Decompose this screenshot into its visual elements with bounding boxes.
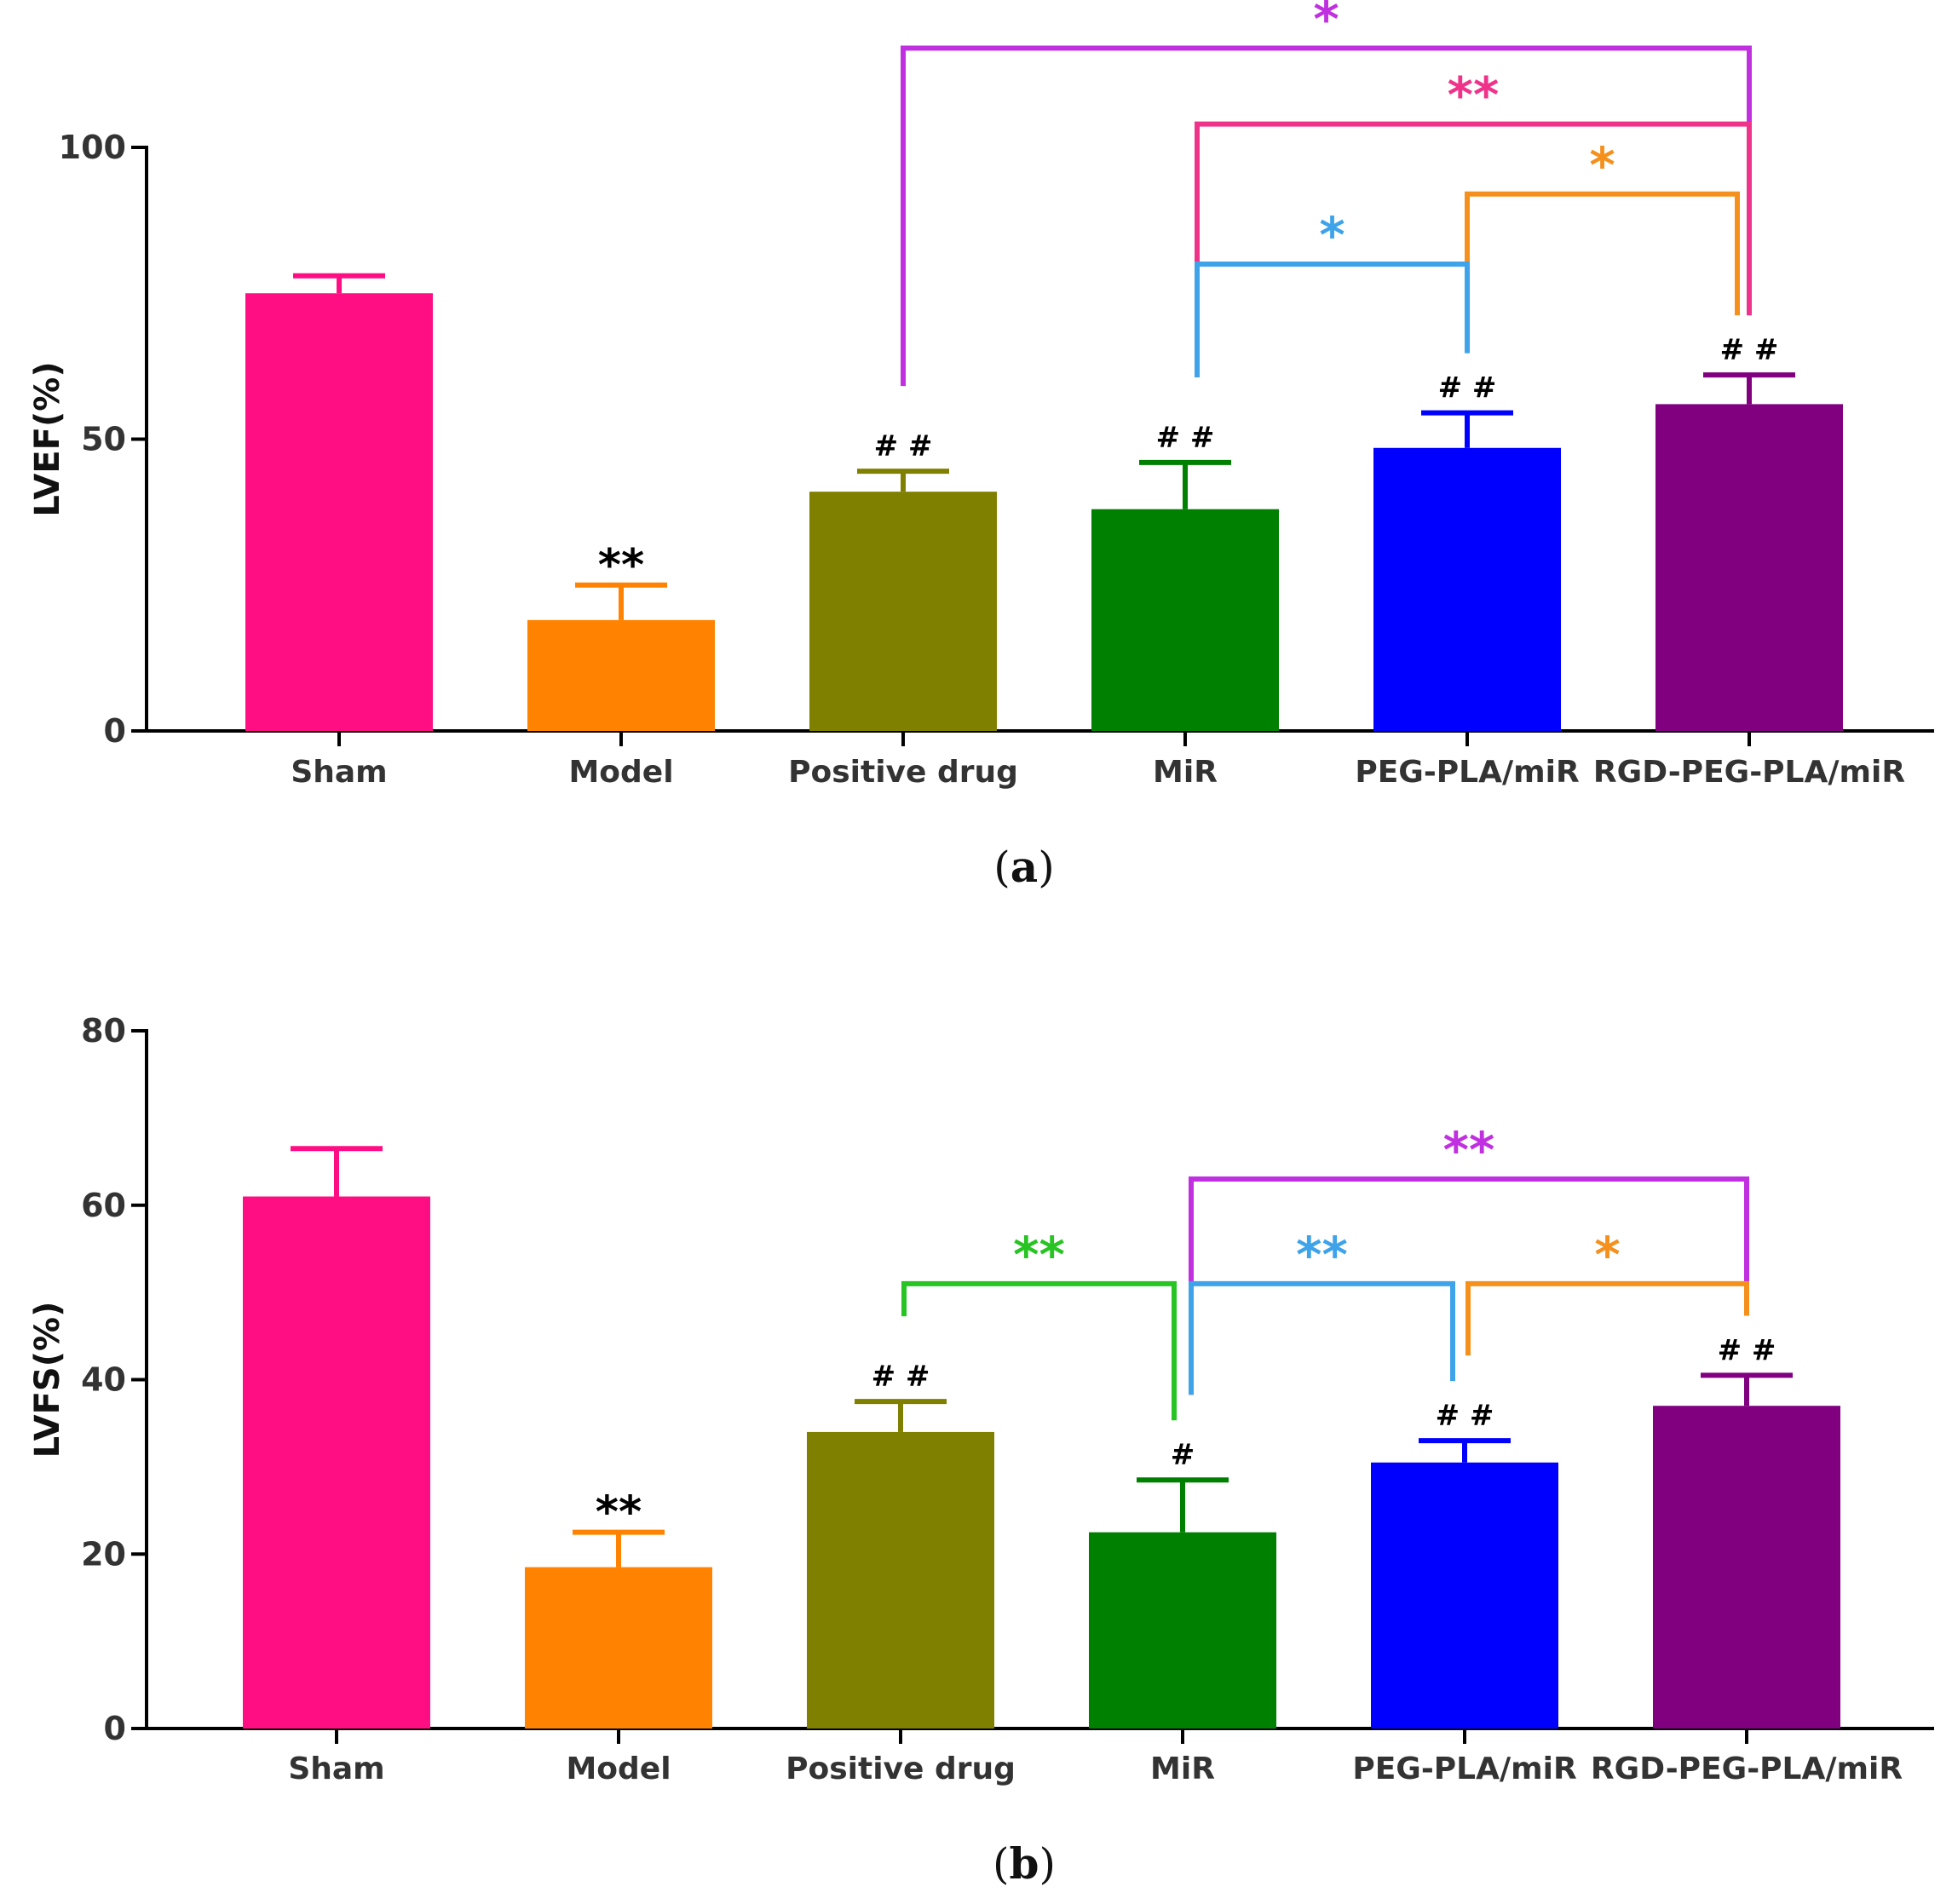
category-label: Positive drug: [786, 1752, 1016, 1786]
bar-annotation: # #: [1156, 421, 1215, 455]
significance-label: *: [1319, 206, 1345, 264]
bar-annotation: # #: [1436, 1399, 1494, 1433]
significance-label: *: [1313, 0, 1339, 49]
bar: [1091, 509, 1279, 731]
significance-label: **: [1296, 1226, 1348, 1284]
y-tick-label: 20: [81, 1535, 126, 1573]
significance-label: **: [1013, 1226, 1065, 1284]
panel-label-close-paren: ): [1039, 1839, 1056, 1889]
y-tick-label: 80: [81, 1012, 126, 1050]
bar: [809, 492, 997, 731]
bar-annotation: # #: [872, 1360, 930, 1394]
bar-annotation: **: [596, 1487, 642, 1539]
y-tick-label: 40: [81, 1361, 126, 1399]
y-axis-title: LVEF(%): [28, 361, 67, 516]
bar: [1655, 404, 1843, 731]
category-label: MiR: [1150, 1752, 1215, 1786]
bar: [1371, 1462, 1558, 1729]
significance-bracket: [901, 1280, 1177, 1421]
category-label: Positive drug: [788, 755, 1018, 790]
bar-annotation: # #: [874, 429, 933, 463]
category-label: Sham: [288, 1752, 384, 1786]
panel-label-letter: a: [1011, 842, 1038, 892]
panel-label: (b): [993, 1838, 1056, 1889]
bar-annotation: # #: [1438, 371, 1497, 406]
bar: [1373, 447, 1561, 731]
bar: [1653, 1406, 1840, 1729]
category-label: MiR: [1153, 755, 1218, 790]
bar: [245, 293, 433, 731]
category-label: RGD-PEG-PLA/miR: [1593, 755, 1905, 790]
significance-bracket: [1195, 121, 1752, 377]
y-tick-label: 0: [104, 1710, 126, 1747]
bar: [527, 619, 715, 731]
category-label: PEG-PLA/miR: [1355, 755, 1579, 790]
significance-label: **: [1448, 66, 1500, 124]
panel-label: (a): [993, 842, 1054, 892]
category-label: PEG-PLA/miR: [1352, 1752, 1576, 1786]
significance-label: *: [1589, 136, 1615, 194]
panel-label-letter: b: [1010, 1838, 1039, 1889]
bar: [243, 1196, 430, 1729]
y-tick-label: 60: [81, 1187, 126, 1224]
significance-bracket: [1195, 262, 1470, 377]
bar: [1089, 1532, 1276, 1729]
bar-annotation: # #: [1718, 1333, 1776, 1367]
category-label: Model: [568, 755, 673, 790]
bar-annotation: **: [598, 540, 644, 591]
category-label: Sham: [291, 755, 387, 790]
significance-bracket: [1189, 1280, 1455, 1395]
y-tick-label: 100: [59, 129, 126, 166]
significance-label: **: [1443, 1121, 1495, 1179]
category-label: Model: [566, 1752, 671, 1786]
significance-label: *: [1594, 1226, 1620, 1284]
bar: [525, 1567, 712, 1729]
panel-label-close-paren: ): [1038, 843, 1055, 892]
significance-bracket: [1465, 191, 1740, 328]
y-tick-label: 0: [104, 712, 126, 750]
bar-annotation: #: [1171, 1438, 1195, 1472]
panel-label-open-paren: (: [993, 843, 1011, 892]
category-label: RGD-PEG-PLA/miR: [1591, 1752, 1903, 1786]
bar-annotation: # #: [1720, 333, 1779, 367]
chart-panel-b: 0 20 40 60 80 LVFS(%) Sham Model ** Positive drug…: [28, 1012, 1934, 1889]
bar: [807, 1431, 994, 1729]
significance-bracket: [1465, 1280, 1749, 1356]
panel-label-open-paren: (: [993, 1839, 1010, 1889]
y-axis-title: LVFS(%): [28, 1302, 67, 1458]
y-tick-label: 50: [81, 421, 126, 458]
